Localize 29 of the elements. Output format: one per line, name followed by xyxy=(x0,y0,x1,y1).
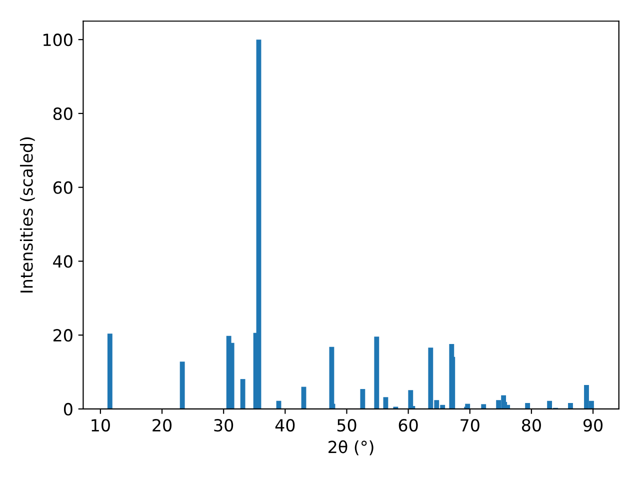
x-tick-label: 20 xyxy=(152,418,172,432)
bar xyxy=(240,379,246,409)
bar xyxy=(329,346,334,409)
bar xyxy=(180,362,185,409)
x-tick-label: 50 xyxy=(337,418,356,432)
bar xyxy=(256,40,262,409)
x-tick-label: 60 xyxy=(398,418,418,432)
x-tick-label: 10 xyxy=(92,418,110,432)
x-axis-title: 2θ (°) xyxy=(328,440,374,456)
y-tick-label: 0 xyxy=(64,402,72,416)
y-tick-label: 100 xyxy=(43,34,72,46)
bar xyxy=(568,403,573,409)
bar xyxy=(107,334,112,409)
x-tick-label: 40 xyxy=(275,418,295,432)
x-tick-label: 90 xyxy=(583,418,603,432)
x-tick-label: 30 xyxy=(214,418,234,432)
x-tick-label: 70 xyxy=(460,418,480,432)
y-tick-label: 40 xyxy=(53,255,72,268)
bar xyxy=(481,404,486,409)
y-tick-label: 80 xyxy=(53,107,72,120)
y-tick-label: 20 xyxy=(53,329,72,342)
bar xyxy=(383,397,388,409)
bar xyxy=(408,390,414,409)
y-axis-title: Intensities (scaled) xyxy=(20,137,35,292)
bar xyxy=(374,336,380,409)
bar xyxy=(360,389,366,409)
bar xyxy=(525,403,530,409)
y-tick-label: 60 xyxy=(53,181,72,194)
x-tick-label: 80 xyxy=(522,418,541,432)
